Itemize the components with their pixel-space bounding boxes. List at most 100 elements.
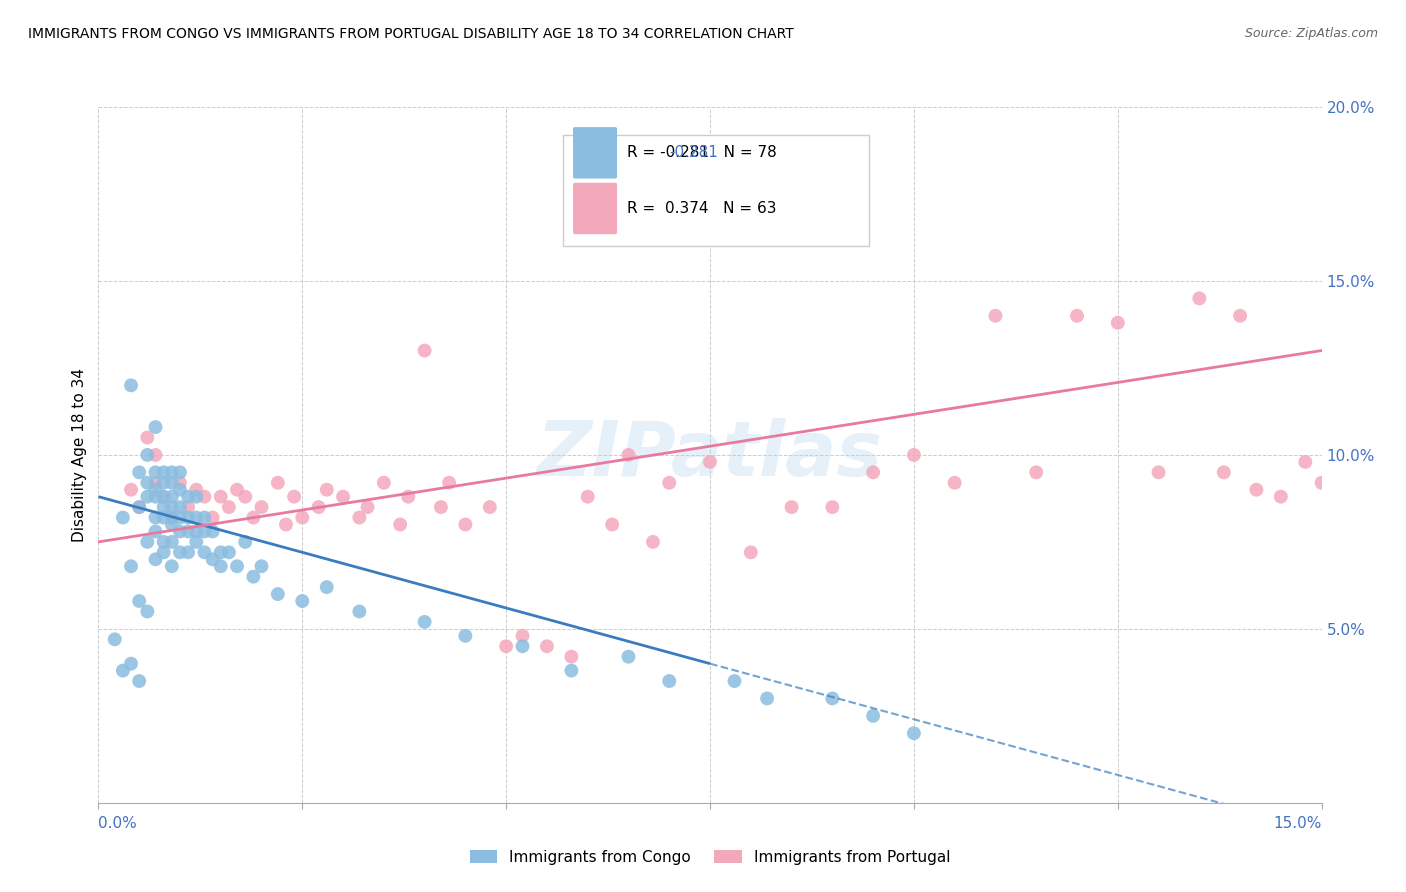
Text: Source: ZipAtlas.com: Source: ZipAtlas.com	[1244, 27, 1378, 40]
Point	[658, 674, 681, 689]
Point	[120, 483, 142, 497]
Point	[177, 545, 200, 559]
Point	[356, 500, 378, 514]
Point	[218, 500, 240, 514]
Point	[120, 657, 142, 671]
Point	[250, 559, 273, 574]
Point	[152, 500, 174, 514]
Point	[152, 510, 174, 524]
Point	[201, 524, 224, 539]
Point	[145, 483, 167, 497]
Point	[1229, 309, 1251, 323]
Point	[128, 500, 150, 514]
Point	[193, 510, 215, 524]
Point	[160, 510, 183, 524]
Y-axis label: Disability Age 18 to 34: Disability Age 18 to 34	[72, 368, 87, 542]
Text: ZIPatlas: ZIPatlas	[537, 418, 883, 491]
Point	[1310, 475, 1333, 490]
Text: 15.0%: 15.0%	[1274, 816, 1322, 831]
Point	[186, 534, 208, 549]
Point	[193, 524, 215, 539]
Point	[152, 490, 174, 504]
Text: 0.0%: 0.0%	[98, 816, 138, 831]
Point	[128, 500, 150, 514]
Point	[152, 490, 174, 504]
Point	[315, 483, 337, 497]
Text: IMMIGRANTS FROM CONGO VS IMMIGRANTS FROM PORTUGAL DISABILITY AGE 18 TO 34 CORREL: IMMIGRANTS FROM CONGO VS IMMIGRANTS FROM…	[28, 27, 794, 41]
Point	[862, 708, 884, 723]
Point	[186, 524, 208, 539]
Point	[169, 483, 191, 497]
Point	[226, 559, 249, 574]
Point	[177, 510, 200, 524]
Point	[1270, 490, 1292, 504]
Point	[209, 490, 232, 504]
Point	[658, 475, 681, 490]
Point	[250, 500, 273, 514]
Point	[560, 664, 582, 678]
Point	[780, 500, 803, 514]
Point	[218, 545, 240, 559]
Point	[1107, 316, 1129, 330]
Point	[389, 517, 412, 532]
Point	[315, 580, 337, 594]
Point	[862, 466, 884, 480]
Point	[193, 545, 215, 559]
Point	[145, 524, 167, 539]
Point	[152, 534, 174, 549]
Point	[242, 570, 264, 584]
Point	[740, 545, 762, 559]
Point	[267, 475, 290, 490]
Point	[454, 517, 477, 532]
Point	[186, 490, 208, 504]
Point	[495, 639, 517, 653]
Point	[152, 475, 174, 490]
Point	[723, 674, 745, 689]
Point	[756, 691, 779, 706]
Point	[536, 639, 558, 653]
Point	[242, 510, 264, 524]
Point	[209, 559, 232, 574]
Point	[274, 517, 297, 532]
FancyBboxPatch shape	[564, 135, 869, 246]
Point	[617, 448, 640, 462]
Point	[177, 500, 200, 514]
Point	[145, 448, 167, 462]
Point	[267, 587, 290, 601]
FancyBboxPatch shape	[574, 183, 617, 235]
Point	[160, 517, 183, 532]
Point	[821, 500, 844, 514]
Point	[136, 490, 159, 504]
Point	[984, 309, 1007, 323]
Point	[291, 510, 314, 524]
Point	[160, 500, 183, 514]
Point	[430, 500, 453, 514]
Point	[145, 510, 167, 524]
Point	[478, 500, 501, 514]
Point	[136, 605, 159, 619]
Point	[600, 517, 623, 532]
Point	[576, 490, 599, 504]
Point	[903, 448, 925, 462]
Legend: Immigrants from Congo, Immigrants from Portugal: Immigrants from Congo, Immigrants from P…	[470, 850, 950, 864]
Point	[111, 510, 134, 524]
Point	[177, 524, 200, 539]
Point	[111, 664, 134, 678]
Point	[308, 500, 330, 514]
Point	[169, 475, 191, 490]
Point	[332, 490, 354, 504]
Point	[128, 594, 150, 608]
Point	[160, 559, 183, 574]
Point	[699, 455, 721, 469]
Text: -0.281: -0.281	[669, 145, 718, 161]
Point	[291, 594, 314, 608]
Point	[177, 490, 200, 504]
Point	[226, 483, 249, 497]
Point	[145, 420, 167, 434]
Point	[641, 534, 664, 549]
Point	[349, 510, 371, 524]
Point	[512, 629, 534, 643]
Point	[821, 691, 844, 706]
Point	[201, 510, 224, 524]
Point	[903, 726, 925, 740]
